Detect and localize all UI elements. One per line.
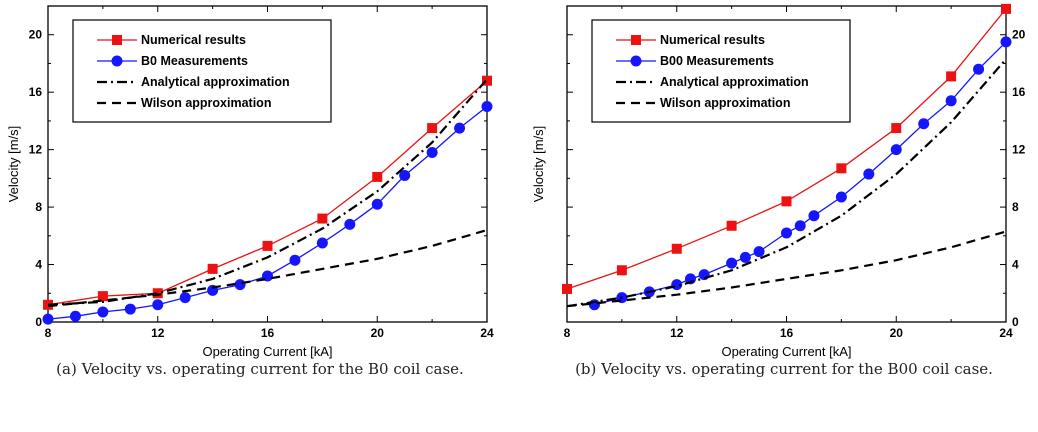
legend: Numerical results B00 Measurements Analyti… xyxy=(591,19,851,123)
legend-marker-square xyxy=(112,35,122,45)
chart-panel-b: 8 12 16 20 24 0 4 8 12 16 20 Operating Current [kA]… xyxy=(519,0,1038,432)
data-point-circle xyxy=(739,251,751,263)
legend-entry-2: B0 Measurements xyxy=(141,54,248,68)
chart-a: 8 12 16 20 24 0 4 8 12 16 20 Operating Current [kA]… xyxy=(6,5,494,359)
data-point-circle xyxy=(426,147,438,159)
data-point-circle xyxy=(179,292,191,304)
x-axis-label: Operating Current [kA] xyxy=(202,344,332,359)
y-tick-label: 12 xyxy=(29,143,43,157)
legend-entry-3: Analytical approximation xyxy=(141,75,290,89)
x-tick-label: 16 xyxy=(780,326,794,340)
data-point-square xyxy=(152,288,163,299)
data-point-circle xyxy=(1000,36,1012,48)
legend-entry-4: Wilson approximation xyxy=(660,96,790,110)
y-tick-label: 20 xyxy=(1012,28,1026,42)
data-point-circle xyxy=(124,303,136,315)
data-point-square xyxy=(372,171,383,182)
chart-panel-a: 8 12 16 20 24 0 4 8 12 16 20 Operating Current [kA]… xyxy=(6,5,494,378)
data-point-circle xyxy=(454,122,466,134)
x-tick-label: 20 xyxy=(371,326,385,340)
y-axis-label: Velocity [m/s] xyxy=(531,126,546,203)
y-tick-label: 16 xyxy=(29,85,43,99)
y-tick-label: 16 xyxy=(1012,85,1026,99)
data-point-circle xyxy=(481,101,493,113)
legend-marker-circle xyxy=(111,55,123,67)
data-point-square xyxy=(781,196,792,207)
data-point-square xyxy=(946,71,957,82)
data-point-circle xyxy=(289,254,301,266)
legend-entry-4: Wilson approximation xyxy=(141,96,271,110)
series-line-3 xyxy=(566,58,1007,308)
data-point-circle xyxy=(918,118,930,130)
data-point-circle xyxy=(316,237,328,249)
x-tick-label: 12 xyxy=(151,326,165,340)
chart-b: 8 12 16 20 240 4 8 12 16 20 Operating Current [kA]… xyxy=(531,3,1026,359)
data-point-circle xyxy=(344,218,356,230)
data-point-square xyxy=(616,265,627,276)
x-tick-label: 20 xyxy=(890,326,904,340)
data-point-circle xyxy=(42,313,54,325)
data-point-square xyxy=(262,240,273,251)
x-tick-label: 8 xyxy=(45,326,52,340)
x-tick-label: 8 xyxy=(564,326,571,340)
data-point-circle xyxy=(781,227,792,239)
data-point-square xyxy=(427,123,438,134)
legend-entry-2: B00 Measurements xyxy=(660,54,774,68)
x-tick-label: 12 xyxy=(670,326,684,340)
data-point-square xyxy=(1001,3,1011,14)
data-point-square xyxy=(317,213,328,224)
series-group xyxy=(42,75,493,325)
chart-caption-a: (a) Velocity vs. operating current for t… xyxy=(56,360,464,378)
y-tick-label: 12 xyxy=(1012,143,1026,157)
x-tick-label: 24 xyxy=(999,326,1013,340)
y-tick-label: 0 xyxy=(1012,315,1019,329)
y-tick-label: 4 xyxy=(1012,258,1019,272)
data-point-circle xyxy=(753,246,765,258)
data-point-circle xyxy=(808,210,820,222)
data-point-circle xyxy=(863,168,875,180)
data-point-square xyxy=(207,263,218,274)
data-point-circle xyxy=(69,310,81,322)
y-tick-label: 20 xyxy=(29,28,43,42)
data-point-circle xyxy=(152,299,164,311)
y-tick-label: 8 xyxy=(1012,200,1019,214)
legend-entry-1: Numerical results xyxy=(660,33,765,47)
legend-entry-1: Numerical results xyxy=(141,33,246,47)
chart-caption-b: (b) Velocity vs. operating current for t… xyxy=(575,360,993,378)
y-tick-label: 0 xyxy=(35,315,42,329)
x-axis-label: Operating Current [kA] xyxy=(721,344,851,359)
data-point-square xyxy=(836,163,847,174)
y-axis-label: Velocity [m/s] xyxy=(6,126,21,203)
data-point-square xyxy=(562,283,572,294)
data-point-circle xyxy=(726,257,738,269)
y-tick-label: 4 xyxy=(35,258,42,272)
legend-entry-3: Analytical approximation xyxy=(660,75,809,89)
data-point-square xyxy=(891,123,902,134)
data-point-square xyxy=(97,291,108,302)
data-point-circle xyxy=(399,169,411,181)
data-point-circle xyxy=(973,63,985,75)
data-point-circle xyxy=(794,220,806,232)
series-line-3 xyxy=(47,78,488,306)
data-point-square xyxy=(482,75,492,86)
data-point-square xyxy=(726,220,737,231)
data-point-circle xyxy=(371,198,383,210)
legend-marker-circle xyxy=(630,55,642,67)
data-point-square xyxy=(671,243,682,254)
data-point-circle xyxy=(234,279,246,291)
data-point-circle xyxy=(97,306,109,318)
series-group xyxy=(562,3,1012,311)
y-tick-label: 8 xyxy=(35,200,42,214)
x-tick-label: 24 xyxy=(480,326,494,340)
data-point-circle xyxy=(890,144,902,156)
legend-marker-square xyxy=(631,35,641,45)
data-point-circle xyxy=(835,191,847,203)
legend: Numerical results B0 Measurements Analytic… xyxy=(72,19,332,123)
x-tick-label: 16 xyxy=(261,326,275,340)
data-point-circle xyxy=(945,95,957,107)
